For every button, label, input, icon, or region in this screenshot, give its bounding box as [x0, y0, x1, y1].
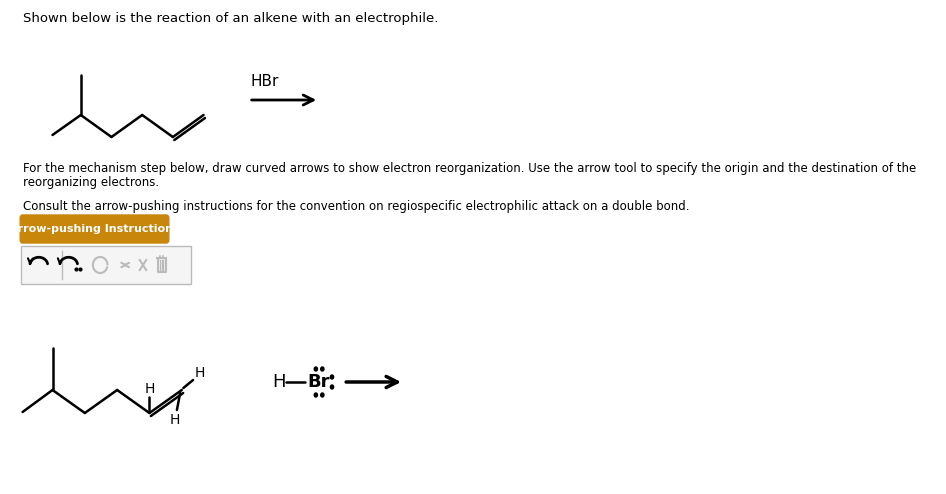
- Circle shape: [330, 385, 334, 389]
- Text: Shown below is the reaction of an alkene with an electrophile.: Shown below is the reaction of an alkene…: [23, 12, 438, 25]
- Circle shape: [321, 393, 324, 397]
- Circle shape: [321, 367, 324, 371]
- Text: For the mechanism step below, draw curved arrows to show electron reorganization: For the mechanism step below, draw curve…: [23, 162, 916, 175]
- Circle shape: [314, 393, 318, 397]
- Text: Arrow-pushing Instructions: Arrow-pushing Instructions: [9, 224, 180, 234]
- Text: H: H: [272, 373, 286, 391]
- FancyBboxPatch shape: [20, 215, 168, 243]
- Text: HBr: HBr: [251, 75, 279, 89]
- Circle shape: [314, 367, 318, 371]
- Text: Consult the arrow-pushing instructions for the convention on regiospecific elect: Consult the arrow-pushing instructions f…: [23, 200, 689, 213]
- FancyBboxPatch shape: [21, 246, 191, 284]
- Text: H: H: [144, 382, 154, 396]
- Text: Br: Br: [307, 373, 330, 391]
- Text: H: H: [170, 413, 181, 427]
- Text: reorganizing electrons.: reorganizing electrons.: [23, 176, 159, 189]
- Circle shape: [330, 375, 334, 379]
- Text: H: H: [194, 366, 204, 380]
